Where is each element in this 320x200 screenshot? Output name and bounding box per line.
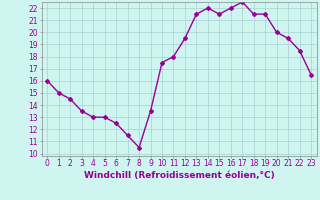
X-axis label: Windchill (Refroidissement éolien,°C): Windchill (Refroidissement éolien,°C) — [84, 171, 275, 180]
